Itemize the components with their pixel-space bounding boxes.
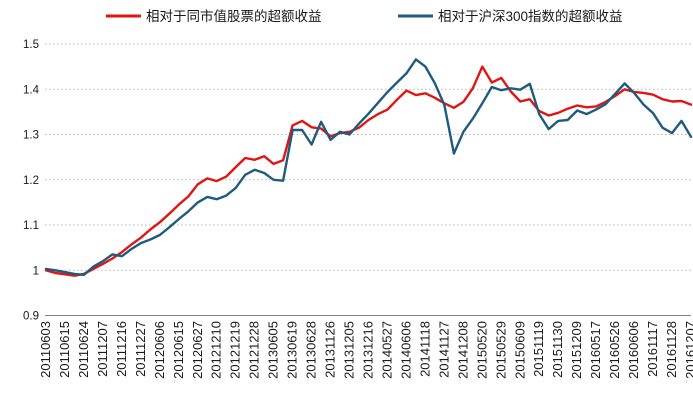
x-tick-label: 20110615 (57, 321, 72, 378)
y-tick-label: 1.2 (23, 175, 39, 187)
x-tick-label: 20121210 (209, 321, 224, 379)
y-tick-label: 1 (33, 265, 39, 277)
x-tick-label: 20161128 (664, 321, 679, 378)
x-tick-label: 20160517 (588, 321, 603, 379)
x-tick-label: 20110624 (76, 321, 91, 378)
x-tick-label: 20130628 (304, 321, 319, 379)
x-tick-label: 20160526 (607, 321, 622, 379)
y-tick-label: 0.9 (23, 311, 39, 323)
x-tick-label: 20161117 (645, 321, 660, 377)
series-line-0 (44, 65, 693, 277)
x-tick-label: 20131205 (342, 321, 357, 379)
x-tick-label: 20150520 (474, 321, 489, 379)
y-tick-label: 1.1 (23, 220, 39, 232)
x-tick-label: 20110603 (38, 321, 53, 378)
x-tick-label: 20151209 (569, 321, 584, 379)
legend-label-csi300: 相对于沪深300指数的超额收益 (438, 9, 623, 24)
y-tick-label: 1.4 (23, 84, 40, 96)
plot-area: 0.9 1 1.1 1.2 1.3 1.4 1.5 20110603 20110615 20110… (23, 39, 693, 379)
x-tick-label: 20131126 (323, 321, 338, 378)
x-tick-label: 20111216 (114, 321, 129, 377)
x-tick-label: 20131216 (361, 321, 376, 379)
x-tick-label: 20160606 (626, 321, 641, 379)
y-tick-label: 1.3 (23, 130, 39, 142)
x-tick-label: 20121219 (228, 321, 243, 379)
x-tick-label: 20120615 (171, 321, 186, 379)
x-tick-label: 20120627 (190, 321, 205, 379)
x-tick-label: 20111227 (133, 321, 148, 377)
x-tick-label: 20151119 (531, 321, 546, 377)
x-tick-label: 20111207 (95, 321, 110, 377)
x-tick-label: 20130605 (266, 321, 281, 379)
x-tick-label: 20140606 (398, 321, 413, 379)
series-line-1 (44, 58, 693, 276)
x-tick-label: 20151130 (550, 321, 565, 378)
x-tick-label: 20141127 (436, 321, 451, 378)
x-tick-label: 20141118 (417, 321, 432, 377)
y-tick-label: 1.5 (23, 39, 39, 51)
x-tick-label: 20150609 (512, 321, 527, 379)
legend-label-same-cap: 相对于同市值股票的超额收益 (146, 8, 322, 24)
x-tick-label: 20120606 (152, 321, 167, 379)
x-tick-label: 20161207 (683, 321, 693, 379)
x-tick-label: 20140527 (380, 321, 395, 379)
chart-legend: 相对于同市值股票的超额收益 相对于沪深300指数的超额收益 (106, 8, 623, 24)
x-tick-label: 20130619 (285, 321, 300, 379)
x-tick-label: 20141208 (455, 321, 470, 379)
x-tick-label: 20121228 (247, 321, 262, 379)
x-tick-label: 20150529 (493, 321, 508, 379)
